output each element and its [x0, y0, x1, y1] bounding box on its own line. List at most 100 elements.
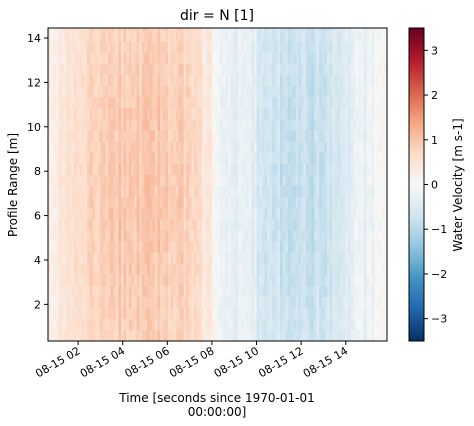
heatmap-cell: [345, 107, 349, 120]
heatmap-cell: [337, 163, 341, 175]
heatmap-cell: [107, 152, 111, 164]
heatmap-cell: [248, 263, 252, 275]
heatmap-cell: [363, 263, 367, 275]
heatmap-cell: [149, 252, 153, 264]
heatmap-cell: [178, 252, 182, 264]
heatmap-cell: [363, 96, 367, 109]
heatmap-cell: [134, 274, 138, 286]
heatmap-cell: [267, 274, 271, 286]
heatmap-cell: [384, 241, 387, 253]
heatmap-cell: [366, 63, 370, 76]
heatmap-cell: [204, 207, 208, 220]
heatmap-cell: [79, 28, 83, 31]
heatmap-cell: [74, 296, 78, 309]
heatmap-cell: [340, 28, 344, 31]
heatmap-cell: [92, 85, 96, 98]
heatmap-cell: [261, 285, 265, 297]
heatmap-cell: [144, 107, 148, 120]
heatmap-cell: [173, 241, 177, 253]
heatmap-cell: [235, 63, 239, 76]
heatmap-cell: [264, 41, 268, 53]
heatmap-cell: [149, 74, 153, 87]
heatmap-cell: [100, 85, 104, 98]
heatmap-cell: [277, 63, 281, 76]
heatmap-cell: [358, 52, 362, 64]
heatmap-cell: [139, 329, 143, 341]
heatmap-cell: [94, 196, 98, 209]
heatmap-cell: [180, 329, 184, 341]
heatmap-cell: [167, 107, 171, 120]
heatmap-cell: [230, 96, 234, 109]
heatmap-cell: [308, 185, 312, 198]
heatmap-cell: [293, 152, 297, 164]
heatmap-cell: [76, 196, 80, 209]
heatmap-cell: [238, 63, 242, 76]
heatmap-cell: [110, 30, 114, 42]
heatmap-cell: [313, 241, 317, 253]
heatmap-cell: [107, 130, 111, 142]
heatmap-cell: [118, 63, 122, 76]
heatmap-cell: [123, 185, 127, 198]
heatmap-cell: [199, 252, 203, 264]
heatmap-cell: [89, 96, 93, 109]
heatmap-cell: [50, 163, 54, 175]
heatmap-cell: [66, 252, 70, 264]
heatmap-cell: [194, 230, 198, 242]
heatmap-cell: [282, 85, 286, 98]
heatmap-cell: [147, 119, 151, 131]
heatmap-cell: [50, 152, 54, 164]
heatmap-cell: [272, 252, 276, 264]
heatmap-cell: [74, 130, 78, 142]
heatmap-cell: [329, 274, 333, 286]
heatmap-cell: [139, 230, 143, 242]
heatmap-cell: [118, 196, 122, 209]
heatmap-cell: [201, 107, 205, 120]
heatmap-cell: [379, 329, 383, 341]
heatmap-cell: [324, 30, 328, 42]
heatmap-cell: [157, 274, 161, 286]
heatmap-cell: [144, 41, 148, 53]
heatmap-cell: [368, 74, 372, 87]
heatmap-cell: [274, 296, 278, 309]
heatmap-cell: [293, 130, 297, 142]
heatmap-cell: [251, 196, 255, 209]
heatmap-cell: [115, 296, 119, 309]
heatmap-cell: [293, 185, 297, 198]
heatmap-cell: [217, 318, 221, 331]
heatmap-cell: [178, 230, 182, 242]
heatmap-cell: [194, 318, 198, 331]
heatmap-cell: [128, 28, 132, 31]
heatmap-cell: [175, 318, 179, 331]
heatmap-cell: [295, 28, 299, 31]
heatmap-cell: [167, 119, 171, 131]
heatmap-cell: [300, 230, 304, 242]
heatmap-cell: [183, 274, 187, 286]
heatmap-cell: [225, 174, 229, 187]
heatmap-cell: [272, 185, 276, 198]
heatmap-cell: [136, 207, 140, 220]
heatmap-cell: [110, 218, 114, 231]
heatmap-cell: [366, 318, 370, 331]
heatmap-cell: [134, 141, 138, 153]
heatmap-cell: [251, 52, 255, 64]
heatmap-cell: [188, 329, 192, 341]
heatmap-cell: [293, 329, 297, 341]
heatmap-cell: [121, 274, 125, 286]
heatmap-cell: [141, 230, 145, 242]
heatmap-cell: [225, 296, 229, 309]
heatmap-cell: [97, 141, 101, 153]
heatmap-cell: [121, 296, 125, 309]
heatmap-cell: [126, 207, 130, 220]
heatmap-cell: [280, 119, 284, 131]
heatmap-cell: [355, 296, 359, 309]
heatmap-cell: [233, 163, 237, 175]
heatmap-cell: [207, 96, 211, 109]
heatmap-cell: [290, 96, 294, 109]
heatmap-cell: [209, 119, 213, 131]
heatmap-cell: [248, 52, 252, 64]
heatmap-cell: [235, 207, 239, 220]
heatmap-cell: [167, 174, 171, 187]
heatmap-cell: [308, 207, 312, 220]
heatmap-cell: [126, 296, 130, 309]
heatmap-cell: [204, 296, 208, 309]
